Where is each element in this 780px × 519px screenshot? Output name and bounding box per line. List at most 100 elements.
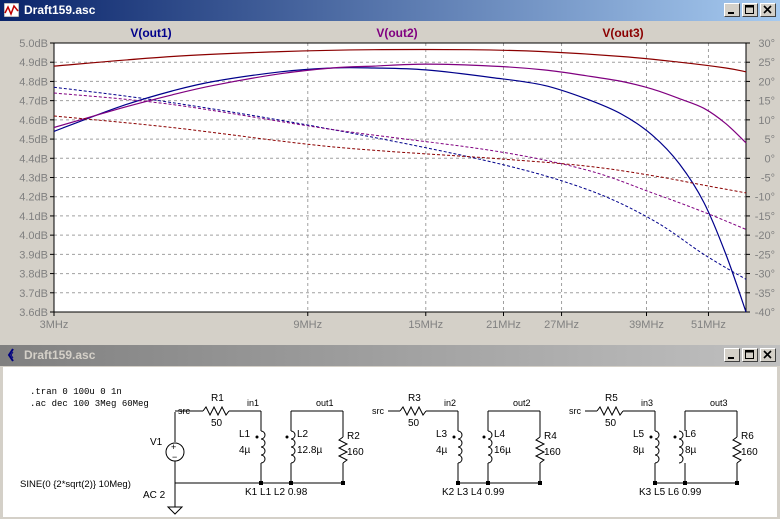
- inductor-name: L2: [297, 429, 309, 440]
- close-icon: [763, 350, 772, 359]
- resistor-r1[interactable]: [175, 405, 261, 417]
- net-out-label: out3: [710, 398, 728, 408]
- resistor-name: R5: [605, 393, 618, 404]
- minimize-button[interactable]: [724, 3, 740, 17]
- resistor-name: R2: [347, 431, 360, 442]
- right-tick-label: -35°: [755, 288, 775, 300]
- left-tick-label: 4.9dB: [19, 57, 48, 69]
- right-axis-ticks: 30° 25° 20° 15° 10° 5° 0° -5° -10° -15° -20° -25° -3…: [746, 38, 775, 319]
- inductor-l1[interactable]: [255, 411, 266, 483]
- magnitude-curve-2: [53, 63, 747, 144]
- plot-legend: V(out1) V(out2) V(out3): [130, 26, 643, 40]
- resistor-name: R1: [211, 393, 224, 404]
- x-tick-label: 51MHz: [691, 319, 726, 331]
- inductor-l6[interactable]: [673, 411, 686, 483]
- left-tick-label: 4.6dB: [19, 115, 48, 127]
- resistor-r5[interactable]: src: [569, 405, 655, 417]
- left-tick-label: 4.3dB: [19, 173, 48, 185]
- v1-value: SINE(0 {2*sqrt(2)} 10Meg): [20, 479, 131, 490]
- inductor-value: 8µ: [685, 445, 697, 456]
- left-tick-label: 4.4dB: [19, 153, 48, 165]
- legend-label-2[interactable]: V(out2): [376, 26, 417, 40]
- left-tick-label: 3.6dB: [19, 307, 48, 319]
- resistor-r2[interactable]: [291, 410, 349, 483]
- inductor-value: 16µ: [494, 445, 511, 456]
- x-tick-label: 9MHz: [293, 319, 322, 331]
- legend-label-1[interactable]: V(out1): [130, 26, 171, 40]
- left-tick-label: 3.7dB: [19, 288, 48, 300]
- junction-dot: [653, 481, 657, 485]
- maximize-icon: [745, 5, 754, 14]
- minimize-button[interactable]: [724, 348, 740, 362]
- left-tick-label: 4.7dB: [19, 96, 48, 108]
- right-tick-label: -40°: [755, 307, 775, 319]
- right-tick-label: 25°: [758, 57, 775, 69]
- junction-dot: [538, 481, 542, 485]
- resistor-value: 160: [347, 447, 364, 458]
- schematic[interactable]: .tran 0 100u 0 1n .ac dec 100 3Meg 60Meg…: [3, 367, 777, 517]
- junction-dot: [341, 481, 345, 485]
- resistor-r4[interactable]: [488, 410, 546, 483]
- maximize-button[interactable]: [742, 3, 758, 17]
- plot-window-title: Draft159.asc: [24, 3, 96, 17]
- x-tick-label: 15MHz: [408, 319, 443, 331]
- schematic-window-titlebar[interactable]: Draft159.asc: [0, 345, 780, 366]
- left-tick-label: 4.1dB: [19, 211, 48, 223]
- net-out-label: out1: [316, 398, 334, 408]
- left-tick-label: 3.9dB: [19, 249, 48, 261]
- resistor-r3[interactable]: src: [372, 405, 458, 417]
- plot-curves: [53, 48, 747, 313]
- net-src-label: src: [569, 406, 581, 416]
- inductor-l4[interactable]: [482, 411, 493, 483]
- schematic-window: Draft159.asc .tran 0 100u 0 1n .ac dec 1…: [0, 345, 780, 519]
- magnitude-curve-3: [53, 48, 747, 73]
- schematic-canvas[interactable]: .tran 0 100u 0 1n .ac dec 100 3Meg 60Meg…: [3, 367, 777, 517]
- close-button[interactable]: [760, 348, 776, 362]
- plot-window-titlebar[interactable]: Draft159.asc: [0, 0, 780, 21]
- junction-dot: [456, 481, 460, 485]
- ac-directive[interactable]: .ac dec 100 3Meg 60Meg: [30, 399, 149, 409]
- magnitude-curve-1: [53, 67, 747, 313]
- coupling-directive[interactable]: K3 L5 L6 0.99: [639, 487, 702, 498]
- inductor-l5[interactable]: [649, 411, 660, 483]
- inductor-l3[interactable]: [452, 411, 463, 483]
- voltage-source-v1[interactable]: + −: [165, 412, 185, 515]
- x-axis-ticks: 3MHz 9MHz 15MHz 21MHz 27MHz 39MHz 51MHz: [40, 312, 726, 331]
- resistor-value: 50: [605, 418, 617, 429]
- resistor-name: R3: [408, 393, 421, 404]
- bode-plot[interactable]: 5.0dB 4.9dB 4.8dB 4.7dB 4.6dB 4.5dB 4.4dB 4.3dB…: [3, 21, 777, 338]
- resistor-r6[interactable]: [685, 410, 743, 483]
- net-in-label: in1: [247, 398, 259, 408]
- inductor-name: L5: [633, 429, 645, 440]
- right-tick-label: -10°: [755, 192, 775, 204]
- right-tick-label: 0°: [764, 153, 775, 165]
- inductor-l2[interactable]: [285, 411, 296, 483]
- close-icon: [763, 5, 772, 14]
- coupling-directive[interactable]: K1 L1 L2 0.98: [245, 487, 308, 498]
- legend-label-3[interactable]: V(out3): [602, 26, 643, 40]
- coupling-directive[interactable]: K2 L3 L4 0.99: [442, 487, 505, 498]
- ground-icon: [166, 506, 184, 515]
- inductor-value: 8µ: [633, 445, 645, 456]
- filter-stage-3: src R5 50 in3 L5 8µ L6 8µ out3 R6 160 K3 L5 L6 0.99: [569, 393, 758, 498]
- net-in-label: in3: [641, 398, 653, 408]
- resistor-value: 160: [741, 447, 758, 458]
- tran-directive[interactable]: .tran 0 100u 0 1n: [30, 387, 122, 397]
- inductor-value: 4µ: [436, 445, 448, 456]
- left-tick-label: 4.8dB: [19, 76, 48, 88]
- resistor-value: 160: [544, 447, 561, 458]
- junction-dot: [735, 481, 739, 485]
- close-button[interactable]: [760, 3, 776, 17]
- phase-curve-2: [53, 92, 747, 230]
- net-in-label: in2: [444, 398, 456, 408]
- left-axis-ticks: 5.0dB 4.9dB 4.8dB 4.7dB 4.6dB 4.5dB 4.4dB 4.3dB…: [19, 38, 54, 319]
- maximize-button[interactable]: [742, 348, 758, 362]
- inductor-name: L6: [685, 429, 697, 440]
- maximize-icon: [745, 350, 754, 359]
- right-tick-label: 30°: [758, 38, 775, 50]
- right-tick-label: 15°: [758, 96, 775, 108]
- right-tick-label: 20°: [758, 76, 775, 88]
- plot-area[interactable]: 5.0dB 4.9dB 4.8dB 4.7dB 4.6dB 4.5dB 4.4dB 4.3dB…: [3, 21, 777, 338]
- left-tick-label: 4.2dB: [19, 192, 48, 204]
- resistor-name: R6: [741, 431, 754, 442]
